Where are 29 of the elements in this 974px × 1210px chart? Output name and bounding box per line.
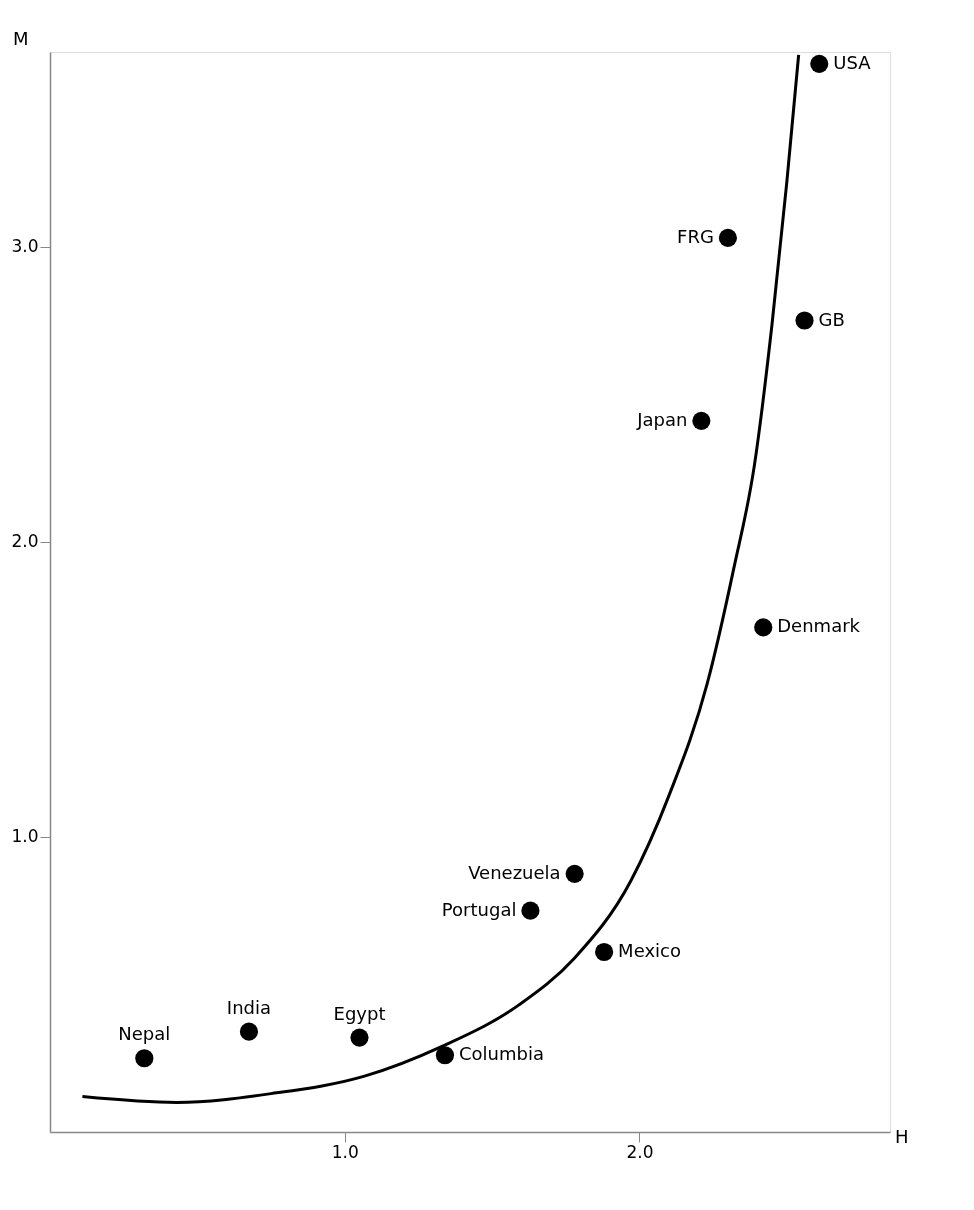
point: [754, 618, 773, 637]
annotation: GB: [818, 308, 845, 330]
point: [135, 1049, 154, 1068]
y-axis-title: M: [12, 27, 29, 49]
y-tick-label: 3.0: [11, 236, 39, 257]
annotation: Denmark: [777, 615, 861, 637]
annotation: Egypt: [333, 1002, 386, 1024]
y-tick-label: 2.0: [11, 531, 39, 552]
annotation: USA: [833, 51, 872, 73]
point: [692, 411, 711, 430]
point: [350, 1028, 369, 1047]
point: [239, 1022, 259, 1041]
point: [521, 901, 540, 920]
point: [565, 864, 584, 883]
point: [795, 311, 814, 330]
annotation: India: [226, 996, 272, 1018]
annotation: Japan: [636, 408, 688, 430]
point: [810, 54, 829, 73]
annotation: Mexico: [618, 940, 681, 961]
point: [718, 228, 737, 247]
x-axis-title: H: [894, 1125, 909, 1147]
y-tick-label: 1.0: [11, 826, 39, 847]
annotation: Nepal: [118, 1023, 171, 1045]
point: [435, 1046, 455, 1065]
annotation: Portugal: [441, 898, 517, 920]
annotation: FRG: [677, 225, 714, 247]
point: [595, 942, 614, 962]
annotation: Venezuela: [468, 861, 561, 883]
annotation: Columbia: [458, 1043, 544, 1065]
